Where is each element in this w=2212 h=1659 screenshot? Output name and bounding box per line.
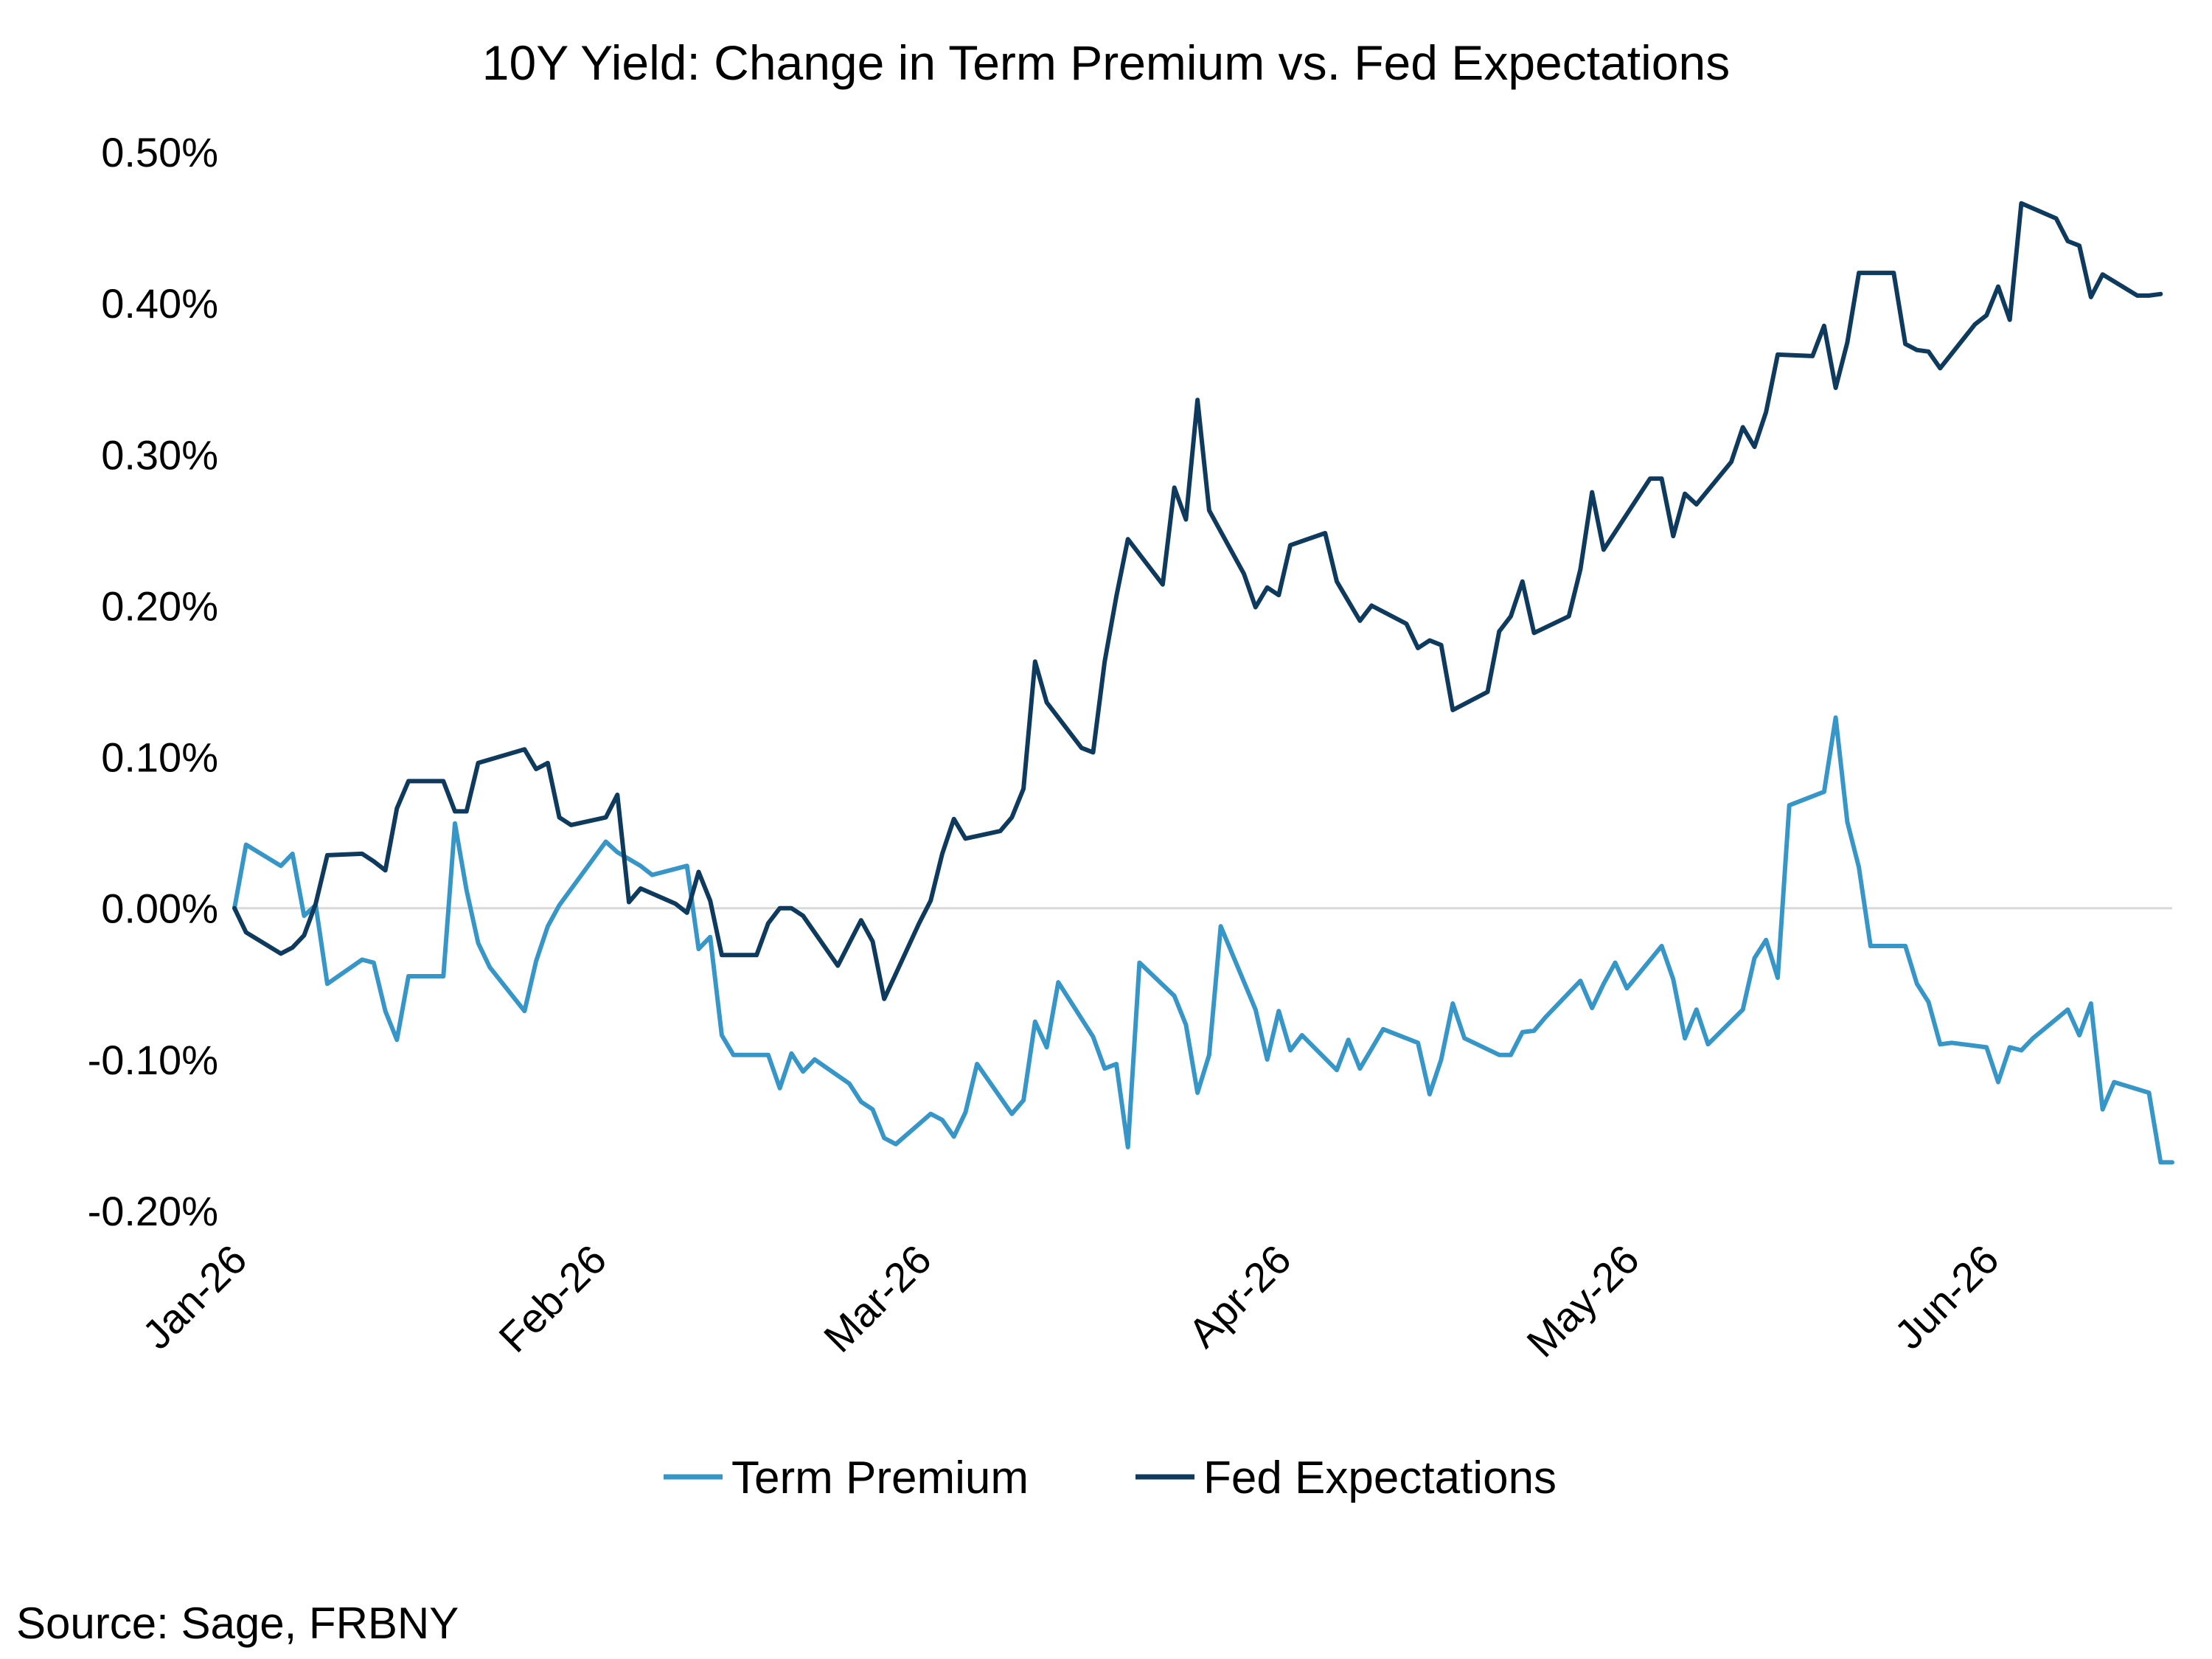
x-tick-label: Jun-26 bbox=[1885, 1236, 2008, 1358]
x-tick-label: Apr-26 bbox=[1179, 1236, 1299, 1356]
y-tick-label: 0.10% bbox=[101, 734, 218, 781]
legend: Term Premium Fed Expectations bbox=[664, 1453, 1557, 1503]
x-tick-label: May-26 bbox=[1517, 1236, 1648, 1366]
x-axis: Jan-26 Feb-26 Mar-26 Apr-26 May-26 Jun-26 bbox=[133, 1236, 2008, 1366]
y-axis: 0.50% 0.40% 0.30% 0.20% 0.10% 0.00% -0.10% -0.2… bbox=[88, 129, 218, 1234]
y-tick-label: 0.20% bbox=[101, 582, 218, 629]
series-line-fed-expectations bbox=[232, 201, 2163, 1001]
x-tick-label: Feb-26 bbox=[490, 1236, 615, 1361]
chart-title: 10Y Yield: Change in Term Premium vs. Fe… bbox=[482, 35, 1730, 90]
y-tick-label: 0.00% bbox=[101, 886, 218, 932]
x-tick-label: Jan-26 bbox=[133, 1236, 256, 1358]
y-tick-label: 0.40% bbox=[101, 280, 218, 327]
series-lines bbox=[232, 201, 2174, 1165]
y-tick-label: -0.10% bbox=[88, 1037, 218, 1083]
legend-label-term-premium: Term Premium bbox=[731, 1453, 1029, 1503]
y-tick-label: -0.20% bbox=[88, 1188, 218, 1234]
y-tick-label: 0.50% bbox=[101, 129, 218, 175]
source-note: Source: Sage, FRBNY bbox=[16, 1599, 459, 1648]
x-tick-label: Mar-26 bbox=[815, 1236, 940, 1361]
y-tick-label: 0.30% bbox=[101, 431, 218, 478]
legend-label-fed-expectations: Fed Expectations bbox=[1203, 1453, 1557, 1503]
series-line-term-premium bbox=[232, 715, 2174, 1165]
